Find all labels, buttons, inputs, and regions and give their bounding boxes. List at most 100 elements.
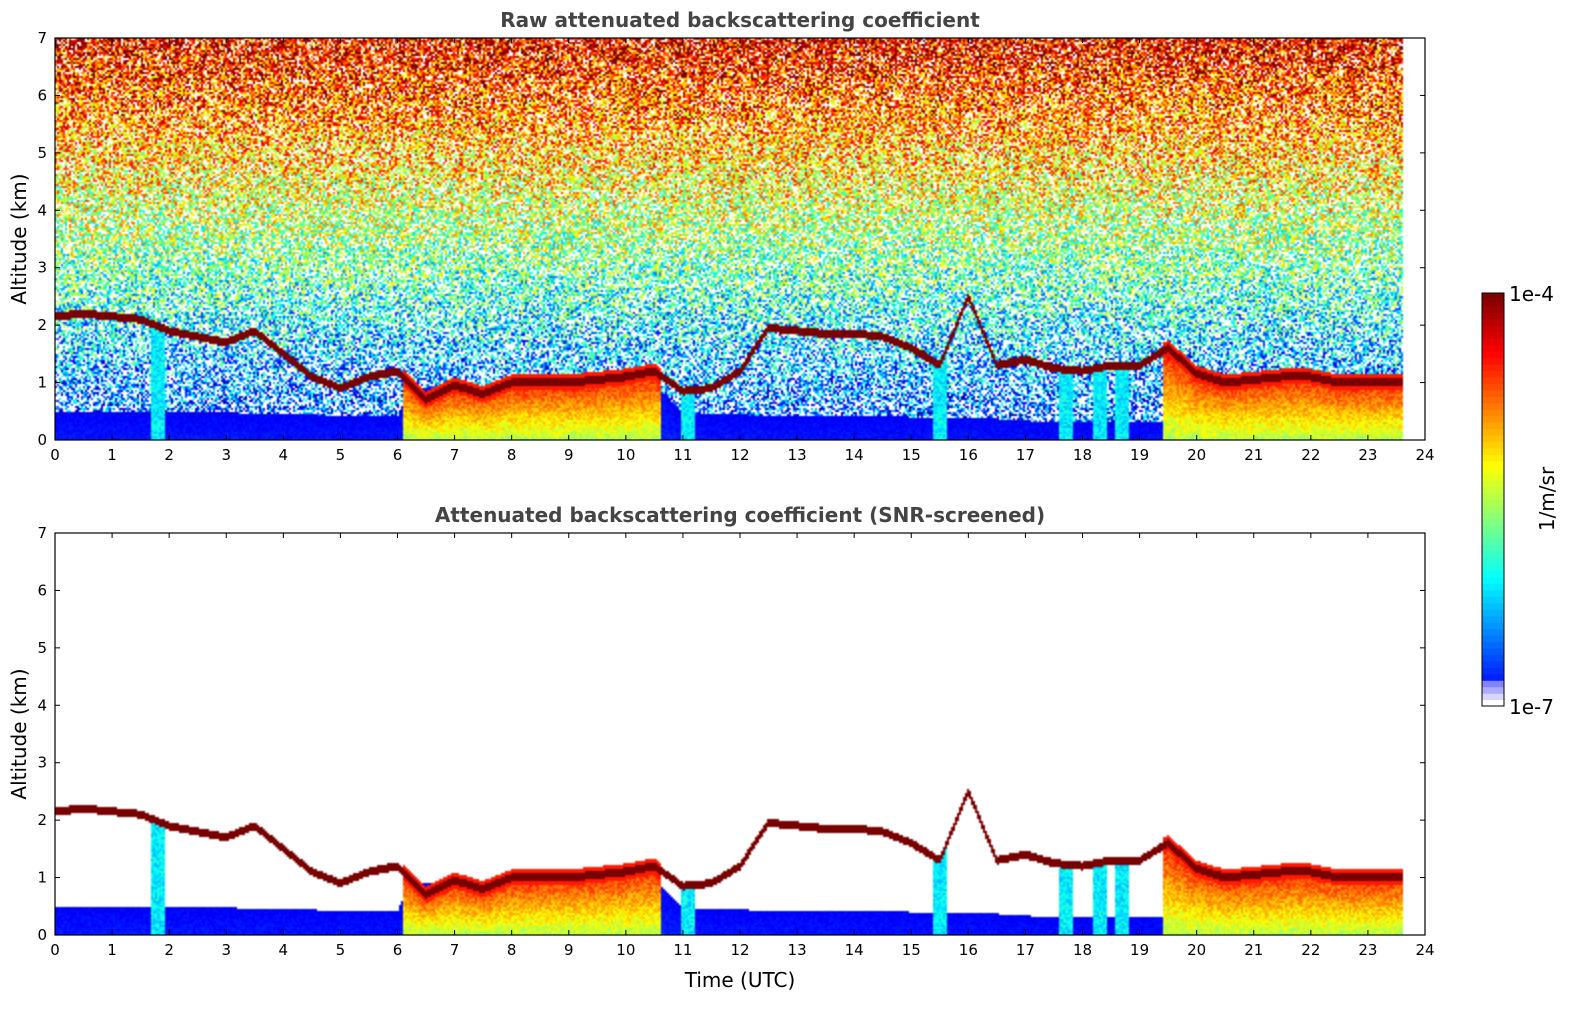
x-tick-label: 1 xyxy=(107,941,117,959)
colorbar-swatch xyxy=(1482,622,1504,630)
colorbar-swatch xyxy=(1482,641,1504,649)
top-y-axis: 0 1 2 3 4 5 6 7 xyxy=(37,29,1425,449)
colorbar-swatch xyxy=(1482,370,1504,378)
y-tick-label: 7 xyxy=(37,524,47,542)
colorbar-swatch xyxy=(1482,357,1504,365)
x-tick-label: 22 xyxy=(1301,941,1320,959)
colorbar-gradient xyxy=(1482,293,1504,707)
colorbar-swatch xyxy=(1482,409,1504,417)
x-tick-label: 19 xyxy=(1130,446,1149,464)
x-tick-label: 6 xyxy=(393,941,403,959)
colorbar-unit-label: 1/m/sr xyxy=(1535,466,1559,531)
colorbar-swatch xyxy=(1482,686,1504,694)
colorbar-swatch xyxy=(1482,609,1504,617)
colorbar-swatch xyxy=(1482,299,1504,307)
x-tick-label: 23 xyxy=(1358,446,1377,464)
colorbar-swatch xyxy=(1482,544,1504,552)
bottom-x-axis: 0 1 2 3 4 5 6 7 8 9 10 11 12 13 14 15 16 17 18 19 20 21 22 23 24 xyxy=(50,533,1435,959)
colorbar-swatch xyxy=(1482,467,1504,475)
bottom-y-axis: 0 1 2 3 4 5 6 7 xyxy=(37,524,1425,944)
x-tick-label: 15 xyxy=(902,446,921,464)
colorbar-swatch xyxy=(1482,402,1504,410)
x-tick-label: 7 xyxy=(450,446,460,464)
x-tick-label: 13 xyxy=(788,941,807,959)
x-tick-label: 7 xyxy=(450,941,460,959)
x-tick-label: 14 xyxy=(845,941,864,959)
x-tick-label: 20 xyxy=(1187,941,1206,959)
x-tick-label: 8 xyxy=(507,941,517,959)
top-panel-title: Raw attenuated backscattering coefficien… xyxy=(500,8,980,32)
x-tick-label: 17 xyxy=(1016,941,1035,959)
x-tick-label: 15 xyxy=(902,941,921,959)
colorbar-swatch xyxy=(1482,512,1504,520)
x-tick-label: 17 xyxy=(1016,446,1035,464)
colorbar-swatch xyxy=(1482,351,1504,359)
x-tick-label: 2 xyxy=(164,446,174,464)
x-tick-label: 13 xyxy=(788,446,807,464)
y-tick-label: 1 xyxy=(37,869,47,887)
x-tick-label: 14 xyxy=(845,446,864,464)
colorbar-swatch xyxy=(1482,557,1504,565)
y-tick-label: 5 xyxy=(37,144,47,162)
x-tick-label: 5 xyxy=(336,941,346,959)
colorbar-swatch xyxy=(1482,480,1504,488)
colorbar-swatch xyxy=(1482,667,1504,675)
x-tick-label: 24 xyxy=(1415,446,1434,464)
colorbar-swatch xyxy=(1482,338,1504,346)
colorbar-swatch xyxy=(1482,673,1504,681)
x-tick-label: 20 xyxy=(1187,446,1206,464)
colorbar-swatch xyxy=(1482,531,1504,539)
x-tick-label: 19 xyxy=(1130,941,1149,959)
colorbar-swatch xyxy=(1482,376,1504,384)
bottom-y-axis-label: Altitude (km) xyxy=(7,668,31,799)
x-tick-label: 11 xyxy=(673,941,692,959)
x-tick-label: 12 xyxy=(730,446,749,464)
colorbar-swatch xyxy=(1482,325,1504,333)
x-tick-label: 9 xyxy=(564,446,574,464)
colorbar-max-label: 1e-4 xyxy=(1509,282,1554,306)
colorbar-swatch xyxy=(1482,434,1504,443)
colorbar-swatch xyxy=(1482,422,1504,430)
colorbar-swatch xyxy=(1482,602,1504,610)
colorbar-swatch xyxy=(1482,499,1504,507)
x-tick-label: 11 xyxy=(673,446,692,464)
y-tick-label: 3 xyxy=(37,754,47,772)
colorbar: 1e-4 1e-7 1/m/sr xyxy=(1481,282,1559,719)
x-tick-label: 8 xyxy=(507,446,517,464)
colorbar-swatch xyxy=(1482,428,1504,436)
x-tick-label: 0 xyxy=(50,446,60,464)
y-tick-label: 4 xyxy=(37,696,47,714)
colorbar-swatch xyxy=(1482,564,1504,572)
x-tick-label: 2 xyxy=(164,941,174,959)
colorbar-swatch xyxy=(1482,454,1504,462)
colorbar-swatch xyxy=(1482,596,1504,604)
y-tick-label: 4 xyxy=(37,201,47,219)
y-tick-label: 0 xyxy=(37,926,47,944)
colorbar-swatch xyxy=(1482,363,1504,372)
x-tick-label: 3 xyxy=(221,941,231,959)
x-tick-label: 16 xyxy=(959,446,978,464)
colorbar-swatch xyxy=(1482,293,1504,301)
x-tick-label: 4 xyxy=(279,446,289,464)
y-tick-label: 1 xyxy=(37,374,47,392)
x-tick-label: 23 xyxy=(1358,941,1377,959)
colorbar-swatch xyxy=(1482,628,1504,636)
bottom-panel-title: Attenuated backscattering coefficient (S… xyxy=(435,503,1045,527)
colorbar-swatch xyxy=(1482,312,1504,320)
colorbar-swatch xyxy=(1482,396,1504,404)
y-tick-label: 0 xyxy=(37,431,47,449)
y-tick-label: 3 xyxy=(37,259,47,277)
y-tick-label: 2 xyxy=(37,811,47,829)
top-heatmap-image xyxy=(55,38,1425,440)
x-tick-label: 18 xyxy=(1073,446,1092,464)
x-tick-label: 12 xyxy=(730,941,749,959)
colorbar-swatch xyxy=(1482,389,1504,397)
colorbar-swatch xyxy=(1482,647,1504,655)
x-tick-label: 18 xyxy=(1073,941,1092,959)
colorbar-swatch xyxy=(1482,460,1504,468)
colorbar-swatch xyxy=(1482,583,1504,591)
colorbar-min-label: 1e-7 xyxy=(1509,695,1554,719)
x-tick-label: 3 xyxy=(221,446,231,464)
top-y-axis-label: Altitude (km) xyxy=(7,173,31,304)
